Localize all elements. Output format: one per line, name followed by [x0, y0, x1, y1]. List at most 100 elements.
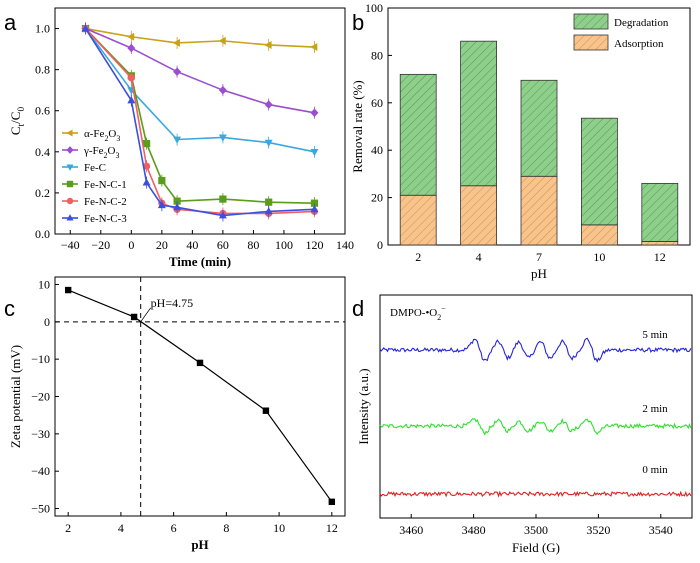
panel-b-bar-degradation	[641, 182, 679, 242]
panel-c-data-point	[196, 359, 204, 367]
panel-d-xtick-label: 3540	[649, 523, 673, 537]
panel-a-series-line	[85, 27, 315, 48]
panel-a-legend-marker	[66, 146, 74, 154]
panel-a-xlabel: Time (min)	[169, 254, 231, 269]
panel-b-ytick-label: 0	[377, 238, 383, 252]
panel-c-xtick-label: 4	[118, 521, 124, 535]
panel-b-legend-swatch	[573, 13, 609, 30]
panel-b-label: b	[352, 10, 364, 35]
panel-c-ytick-label: 0	[44, 315, 50, 329]
panel-d-title: DMPO-•O2−	[390, 304, 446, 322]
panel-a-data-point	[157, 200, 166, 209]
panel-c-ytick-label: −10	[31, 352, 50, 366]
panel-a-data-point	[218, 211, 227, 219]
panel-a-data-point	[310, 205, 319, 213]
panel-a-data-point	[310, 148, 319, 157]
panel-a-ytick-label: 0.2	[35, 186, 50, 200]
panel-c-xtick-label: 6	[171, 521, 177, 535]
panel-d-label: d	[352, 296, 364, 321]
panel-c-xtick-label: 2	[65, 521, 71, 535]
panel-a-xtick-label: 80	[247, 238, 259, 252]
panel-c-xtick-label: 10	[273, 521, 285, 535]
panel-a-label: a	[4, 10, 17, 35]
panel-c-ytick-label: −40	[31, 464, 50, 478]
panel-a-xtick-label: 120	[305, 238, 323, 252]
panel-c-ytick-label: −30	[31, 427, 50, 441]
panel-b-legend-label: Adsorption	[614, 38, 664, 50]
panel-c-data-point	[262, 407, 270, 414]
panel-b-bar-degradation	[399, 73, 437, 196]
panel-c-xlabel: pH	[191, 537, 208, 552]
panel-a-data-point	[264, 41, 272, 49]
panel-b-bar-adsorption	[581, 224, 618, 246]
panel-b-legend-swatch	[573, 34, 609, 51]
panel-c-ylabel: Zeta potential (mV)	[8, 345, 23, 448]
panel-b-xlabel: pH	[531, 266, 547, 281]
panel-b-xtick-label: 4	[476, 250, 482, 264]
panel-a-xtick-label: 100	[275, 238, 293, 252]
panel-a-data-point	[142, 140, 151, 148]
panel-d-epr-spectra: 3460 3480 3500 3520 3540 Field (G) Intensity (…	[356, 294, 693, 555]
panel-a-ytick-label: 1.0	[35, 22, 50, 36]
panel-a-data-point	[173, 197, 181, 205]
panel-c-xtick-label: 12	[326, 521, 338, 535]
panel-b-bar-degradation	[581, 117, 618, 226]
panel-a-legend-label: γ-Fe2O3	[83, 145, 119, 160]
panel-a-xtick-label: 40	[186, 238, 198, 252]
panel-a-data-point	[265, 198, 273, 206]
panel-d-xtick-label: 3460	[399, 523, 423, 537]
panel-c-ytick-label: 10	[38, 277, 50, 291]
panel-b-xtick-label: 7	[536, 250, 542, 264]
panel-a-legend-label: Fe-N-C-1	[84, 179, 127, 191]
panel-a-data-point	[310, 199, 319, 207]
panel-d-xtick-label: 3480	[462, 523, 486, 537]
panel-c-data-point	[130, 313, 138, 321]
panel-a-data-point	[172, 38, 180, 47]
panel-c-annotation-leader	[140, 307, 152, 323]
panel-a-data-point	[173, 67, 182, 77]
panel-a-data-point	[310, 108, 319, 118]
panel-a-xtick-label: −20	[91, 238, 110, 252]
panel-a-data-point	[173, 136, 182, 144]
panel-b-ylabel: Removal rate (%)	[350, 80, 365, 172]
panel-a-ytick-label: 0.0	[35, 227, 50, 241]
panel-c-data-point	[64, 286, 72, 294]
panel-a-data-point	[127, 43, 136, 53]
panel-b-ytick-label: 60	[371, 96, 383, 110]
panel-c-axes-frame	[54, 276, 346, 517]
panel-a-xtick-label: 0	[128, 238, 134, 252]
panel-a-xtick-label: 20	[156, 238, 168, 252]
panel-a-axes-frame	[54, 7, 346, 235]
panel-d-spectrum-label: 0 min	[642, 464, 668, 476]
panel-b-bar-adsorption	[460, 185, 498, 246]
panel-b-ytick-label: 100	[365, 1, 383, 15]
panel-b-legend-label: Degradation	[614, 17, 669, 29]
panel-a-legend-label: Fe-N-C-2	[84, 196, 127, 208]
panel-a-series-line	[84, 28, 315, 153]
panel-d-ylabel: Intensity (a.u.)	[356, 368, 371, 444]
panel-a-legend-marker	[66, 129, 73, 137]
panel-b-ytick-label: 80	[371, 48, 383, 62]
panel-d-spectrum-line	[379, 417, 692, 436]
panel-a-data-point	[142, 178, 151, 186]
panel-a-data-point	[127, 74, 135, 82]
panel-a-data-point	[218, 134, 227, 142]
panel-a-series-line	[84, 28, 315, 217]
panel-d-spectrum-line	[379, 490, 692, 498]
panel-d-spectrum-label: 2 min	[642, 403, 668, 415]
panel-c-zeta-chart: 2 4 6 8 10 12 10 0 −10 −20 −30 −40 −50 pH=4.75 pH Zeta …	[8, 276, 346, 552]
panel-c-data-point	[328, 498, 336, 506]
panel-b-xtick-label: 10	[593, 250, 605, 264]
panel-a-legend-marker	[66, 214, 74, 221]
panel-a-line-chart: −40 −20 0 20 40 60 80 100 120 140 0.0 0.2 0.4 0.6 0.8 1…	[8, 7, 354, 269]
panel-a-data-point	[264, 100, 273, 109]
panel-a-xtick-label: −40	[61, 238, 80, 252]
panel-a-ytick-label: 0.8	[35, 63, 50, 77]
panel-b-xtick-label: 12	[654, 250, 666, 264]
panel-c-label: c	[4, 296, 15, 321]
panel-a-data-point	[126, 32, 135, 41]
panel-a-series-line	[85, 27, 315, 114]
panel-a-legend-label: α-Fe2O3	[84, 128, 120, 143]
panel-a-data-point	[264, 207, 273, 215]
panel-a-legend-label: Fe-C	[84, 162, 106, 174]
